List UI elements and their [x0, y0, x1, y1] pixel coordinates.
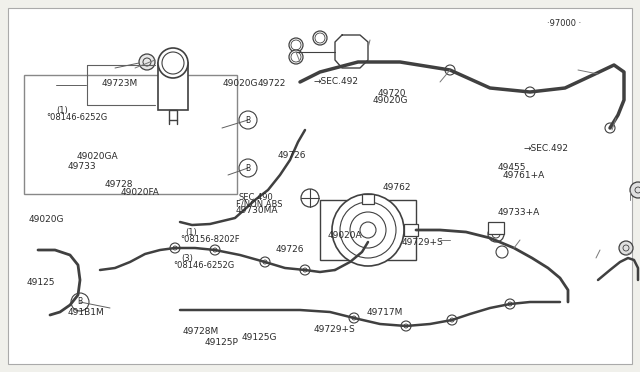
Text: F/NON ABS: F/NON ABS [236, 200, 282, 209]
Bar [362, 194, 374, 204]
Circle shape [289, 38, 303, 52]
Text: 49762: 49762 [383, 183, 412, 192]
Text: 49728M: 49728M [182, 327, 219, 336]
Text: 49733: 49733 [67, 162, 96, 171]
Circle shape [605, 123, 615, 133]
Text: °08156-8202F: °08156-8202F [180, 235, 240, 244]
Text: 491B1M: 491B1M [67, 308, 104, 317]
Circle shape [239, 111, 257, 129]
Text: B: B [245, 115, 251, 125]
Text: 49761+A: 49761+A [503, 171, 545, 180]
Text: B: B [245, 164, 251, 173]
Circle shape [260, 257, 270, 267]
Circle shape [525, 87, 535, 97]
Circle shape [332, 194, 404, 266]
Circle shape [210, 245, 220, 255]
Circle shape [71, 293, 89, 311]
Text: 49125P: 49125P [205, 338, 239, 347]
Text: 49730MA: 49730MA [236, 206, 278, 215]
Text: (1): (1) [186, 228, 197, 237]
Circle shape [300, 265, 310, 275]
Circle shape [158, 48, 188, 78]
Circle shape [313, 31, 327, 45]
Text: 49020G: 49020G [372, 96, 408, 105]
Text: 49020GA: 49020GA [77, 152, 118, 161]
Bar [488, 222, 504, 234]
Text: 49726: 49726 [278, 151, 307, 160]
Circle shape [139, 54, 155, 70]
Circle shape [447, 315, 457, 325]
Bar [24, 75, 237, 194]
Text: 49729+S: 49729+S [314, 326, 355, 334]
Bar [169, 110, 177, 120]
Circle shape [630, 182, 640, 198]
Text: °08146-6252G: °08146-6252G [46, 113, 108, 122]
Text: 49020A: 49020A [328, 231, 362, 240]
Text: B: B [77, 298, 83, 307]
Circle shape [239, 159, 257, 177]
Text: (3): (3) [181, 254, 193, 263]
Text: →SEC.492: →SEC.492 [524, 144, 568, 153]
Text: →SEC.492: →SEC.492 [314, 77, 358, 86]
Text: 49726: 49726 [275, 245, 304, 254]
Text: °08146-6252G: °08146-6252G [173, 262, 234, 270]
Circle shape [349, 313, 359, 323]
Circle shape [619, 241, 633, 255]
Text: 49717M: 49717M [366, 308, 403, 317]
Circle shape [496, 246, 508, 258]
Text: 49020FA: 49020FA [120, 188, 159, 197]
Text: 49125G: 49125G [242, 333, 277, 342]
Text: 49722: 49722 [257, 79, 285, 88]
Circle shape [401, 321, 411, 331]
Text: 49723M: 49723M [101, 79, 138, 88]
Text: ·97000 ·: ·97000 · [547, 19, 582, 28]
Text: 49720: 49720 [378, 89, 406, 97]
Text: (1): (1) [56, 106, 68, 115]
Text: 49020G: 49020G [28, 215, 63, 224]
Text: 49733+A: 49733+A [498, 208, 540, 217]
Circle shape [488, 226, 504, 242]
Bar [158, 63, 188, 110]
Text: 49020G: 49020G [223, 79, 258, 88]
Circle shape [170, 243, 180, 253]
Text: 49729+S: 49729+S [402, 238, 444, 247]
Bar [320, 200, 416, 260]
Circle shape [445, 65, 455, 75]
Text: SEC.490: SEC.490 [238, 193, 273, 202]
Bar [404, 224, 418, 236]
Text: 49455: 49455 [498, 163, 527, 172]
Circle shape [289, 50, 303, 64]
Circle shape [505, 299, 515, 309]
Text: 49728: 49728 [104, 180, 133, 189]
Text: 49125: 49125 [27, 278, 56, 287]
